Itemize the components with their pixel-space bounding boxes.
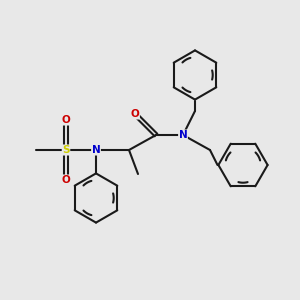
Text: N: N [178, 130, 188, 140]
Text: O: O [61, 175, 70, 185]
Text: O: O [130, 109, 140, 119]
Text: N: N [92, 145, 100, 155]
Text: O: O [61, 115, 70, 125]
Text: S: S [62, 145, 70, 155]
